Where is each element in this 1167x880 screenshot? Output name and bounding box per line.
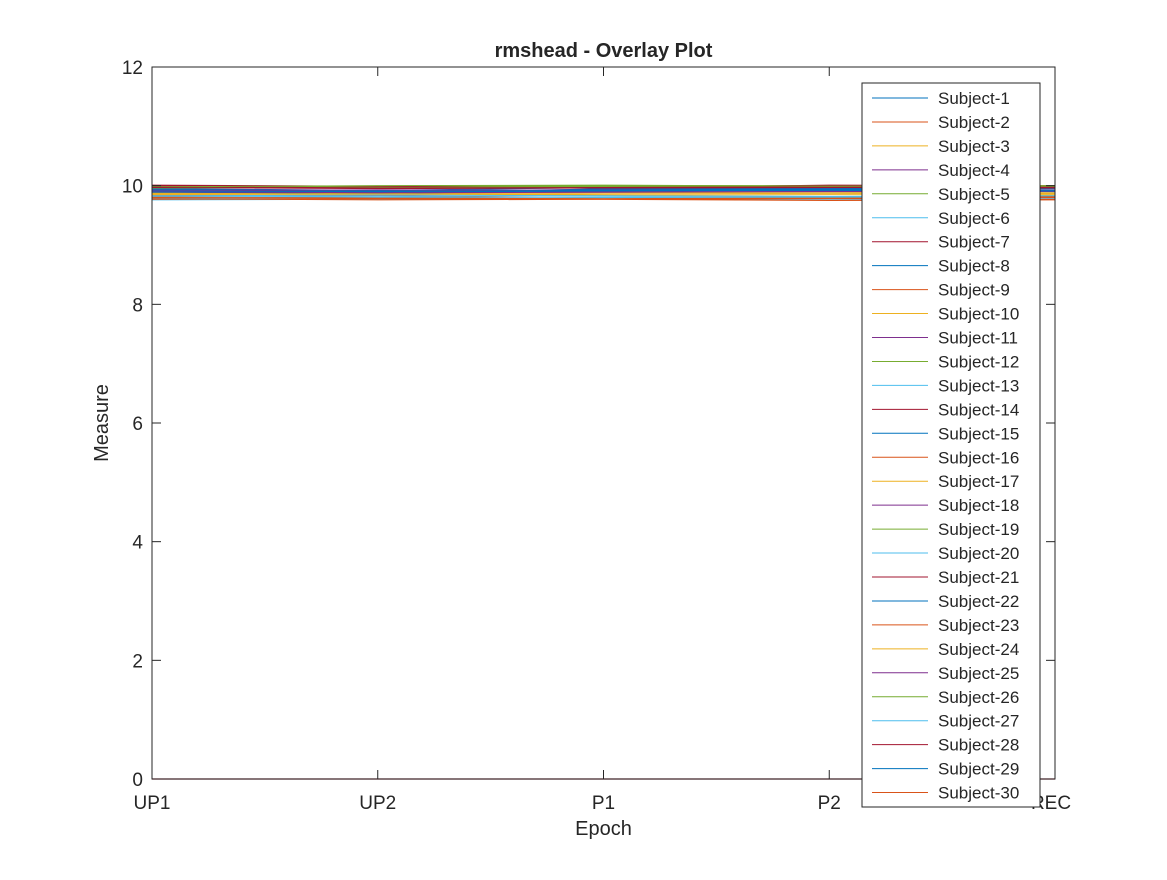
x-axis-label: Epoch [575, 818, 632, 840]
legend-entry-label: Subject-27 [938, 712, 1019, 731]
x-tick-label: REC [1031, 793, 1071, 814]
y-axis-label: Measure [91, 384, 113, 462]
legend-entry-label: Subject-26 [938, 688, 1019, 707]
legend-entry-label: Subject-22 [938, 592, 1019, 611]
x-tick-label: UP1 [134, 793, 171, 814]
legend-entry-label: Subject-10 [938, 305, 1019, 324]
legend-entry-label: Subject-20 [938, 544, 1019, 563]
ticks-layer: 0 2 4 6 8 10 12 UP1 UP2 P1 P2 REC [122, 58, 1071, 814]
y-tick-label: 2 [132, 651, 143, 672]
legend-entry-label: Subject-8 [938, 257, 1010, 276]
y-tick-label: 12 [122, 58, 143, 79]
legend-entry-label: Subject-13 [938, 376, 1019, 395]
legend-entry-label: Subject-11 [938, 329, 1018, 348]
legend-entry-label: Subject-19 [938, 520, 1019, 539]
legend-entry-label: Subject-14 [938, 400, 1019, 419]
y-tick-label: 10 [122, 177, 143, 198]
legend-entry-label: Subject-28 [938, 736, 1019, 755]
legend-entry-label: Subject-24 [938, 640, 1019, 659]
legend-entry-label: Subject-2 [938, 113, 1010, 132]
legend-entry-label: Subject-7 [938, 233, 1010, 252]
legend: Subject-1 Subject-2 Subject-3 Subject-4 Subj… [861, 82, 1041, 808]
x-tick-label: P1 [592, 793, 615, 814]
legend-box [861, 82, 1041, 808]
x-tick-label: P2 [818, 793, 841, 814]
legend-entry-label: Subject-17 [938, 472, 1019, 491]
legend-entry-label: Subject-15 [938, 424, 1019, 443]
legend-entry-label: Subject-3 [938, 137, 1010, 156]
legend-entry-label: Subject-12 [938, 352, 1019, 371]
y-tick-label: 0 [132, 770, 143, 791]
chart-title: rmshead - Overlay Plot [495, 40, 713, 62]
legend-entry-label: Subject-1 [938, 89, 1010, 108]
legend-entry-label: Subject-16 [938, 448, 1019, 467]
x-tick-label: UP2 [359, 793, 396, 814]
y-tick-label: 6 [132, 414, 143, 435]
legend-entry-label: Subject-29 [938, 760, 1019, 779]
legend-entry-label: Subject-4 [938, 161, 1010, 180]
legend-entry-label: Subject-18 [938, 496, 1019, 515]
legend-entry-label: Subject-6 [938, 209, 1010, 228]
y-tick-label: 8 [132, 295, 143, 316]
legend-entry-label: Subject-5 [938, 185, 1010, 204]
y-tick-label: 4 [132, 533, 143, 554]
legend-entry-label: Subject-23 [938, 616, 1019, 635]
legend-entry-label: Subject-9 [938, 281, 1010, 300]
legend-entry-label: Subject-30 [938, 784, 1019, 803]
legend-entry-label: Subject-21 [938, 568, 1019, 587]
legend-entry-label: Subject-25 [938, 664, 1019, 683]
